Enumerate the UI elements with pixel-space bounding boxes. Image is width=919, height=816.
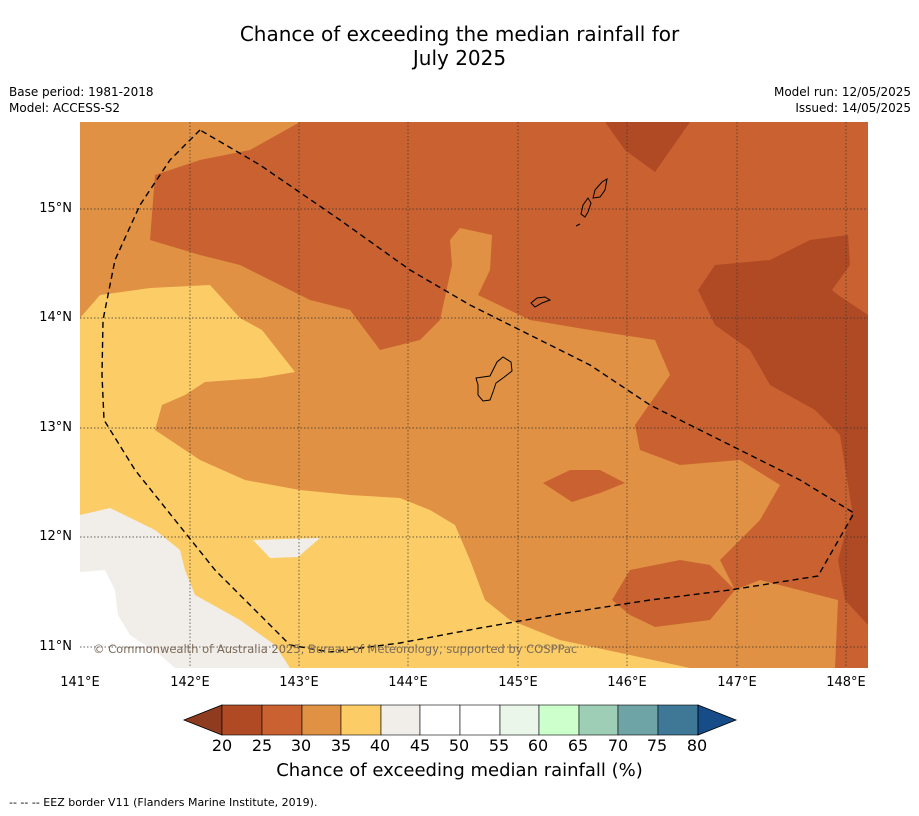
colorbar-label-45: 45: [409, 736, 431, 755]
map-title-line1: Chance of exceeding the median rainfall …: [239, 22, 680, 46]
lon-tick-148e: 148°E: [826, 675, 866, 690]
colorbar-label-60: 60: [527, 736, 549, 755]
colorbar-label-55: 55: [488, 736, 510, 755]
lon-tick-143e: 143°E: [279, 675, 319, 690]
colorbar-label-35: 35: [330, 736, 352, 755]
island-saipan: [592, 178, 608, 199]
colorbar-label-80: 80: [686, 736, 708, 755]
base-period-text: Base period: 1981-2018: [9, 85, 154, 99]
lat-tick-14n: 14°N: [39, 310, 72, 325]
gridlines: [80, 122, 868, 668]
island-tinian: [580, 197, 592, 218]
colorbar-seg-25-30: [261, 704, 303, 736]
colorbar-over-arrow: [697, 704, 738, 736]
colorbar-seg-70-75: [617, 704, 659, 736]
zone-20-25-top: [605, 122, 690, 172]
map-title-line2: July 2025: [412, 46, 507, 70]
model-run-text: Model run: 12/05/2025: [773, 85, 911, 99]
meta-right: Model run: 12/05/2025 Issued: 14/05/2025: [774, 84, 911, 116]
issued-text: Issued: 14/05/2025: [795, 101, 911, 115]
colorbar-under-arrow: [182, 704, 223, 736]
colorbar-label-25: 25: [251, 736, 273, 755]
colorbar-seg-75-80: [657, 704, 699, 736]
lat-tick-12n: 12°N: [39, 529, 72, 544]
colorbar-label-20: 20: [211, 736, 233, 755]
colorbar-seg-50-55: [459, 704, 501, 736]
lat-tick-11n: 11°N: [39, 639, 72, 654]
colorbar-seg-40-45: [380, 704, 421, 736]
colorbar-seg-60-65: [538, 704, 580, 736]
meta-left: Base period: 1981-2018 Model: ACCESS-S2: [9, 84, 154, 116]
island-rota: [530, 296, 552, 308]
colorbar-label-50: 50: [448, 736, 470, 755]
colorbar-label-40: 40: [369, 736, 391, 755]
colorbar-label-75: 75: [646, 736, 668, 755]
colorbar-seg-35-40: [340, 704, 382, 736]
colorbar-seg-20-25: [221, 704, 263, 736]
zone-45-55: [80, 570, 175, 668]
zone-20-25-east: [698, 235, 868, 625]
eez-border: [101, 129, 855, 653]
zone-25-30-patch-south: [612, 560, 735, 627]
lon-tick-146e: 146°E: [607, 675, 647, 690]
colorbar-title: Chance of exceeding median rainfall (%): [276, 760, 643, 781]
zone-40-45: [80, 508, 290, 668]
zone-25-30-patch-center: [543, 470, 625, 502]
zone-25-30-north: [150, 122, 868, 668]
model-text: Model: ACCESS-S2: [9, 101, 121, 115]
islands: [475, 178, 608, 402]
copyright-text: © Commonwealth of Australia 2025, Bureau…: [93, 642, 577, 656]
lon-tick-142e: 142°E: [170, 675, 210, 690]
colorbar-label-70: 70: [607, 736, 629, 755]
colorbar-seg-45-50: [419, 704, 461, 736]
colorbar: [182, 704, 738, 736]
lat-tick-15n: 15°N: [39, 201, 72, 216]
island-aguijan: [575, 223, 581, 227]
lon-tick-147e: 147°E: [717, 675, 757, 690]
colorbar-seg-65-70: [578, 704, 619, 736]
colorbar-seg-55-60: [499, 704, 540, 736]
zone-35-40: [80, 285, 690, 668]
lon-tick-145e: 145°E: [498, 675, 538, 690]
island-guam: [475, 356, 513, 402]
lon-tick-144e: 144°E: [388, 675, 428, 690]
colorbar-seg-30-35: [301, 704, 342, 736]
colorbar-label-30: 30: [290, 736, 312, 755]
map-title: Chance of exceeding the median rainfall …: [0, 22, 919, 70]
lon-tick-141e: 141°E: [60, 675, 100, 690]
lat-tick-13n: 13°N: [39, 420, 72, 435]
colorbar-label-65: 65: [567, 736, 589, 755]
eez-legend-note: -- -- -- EEZ border V11 (Flanders Marine…: [9, 796, 318, 809]
zone-40-45-island: [253, 538, 320, 558]
